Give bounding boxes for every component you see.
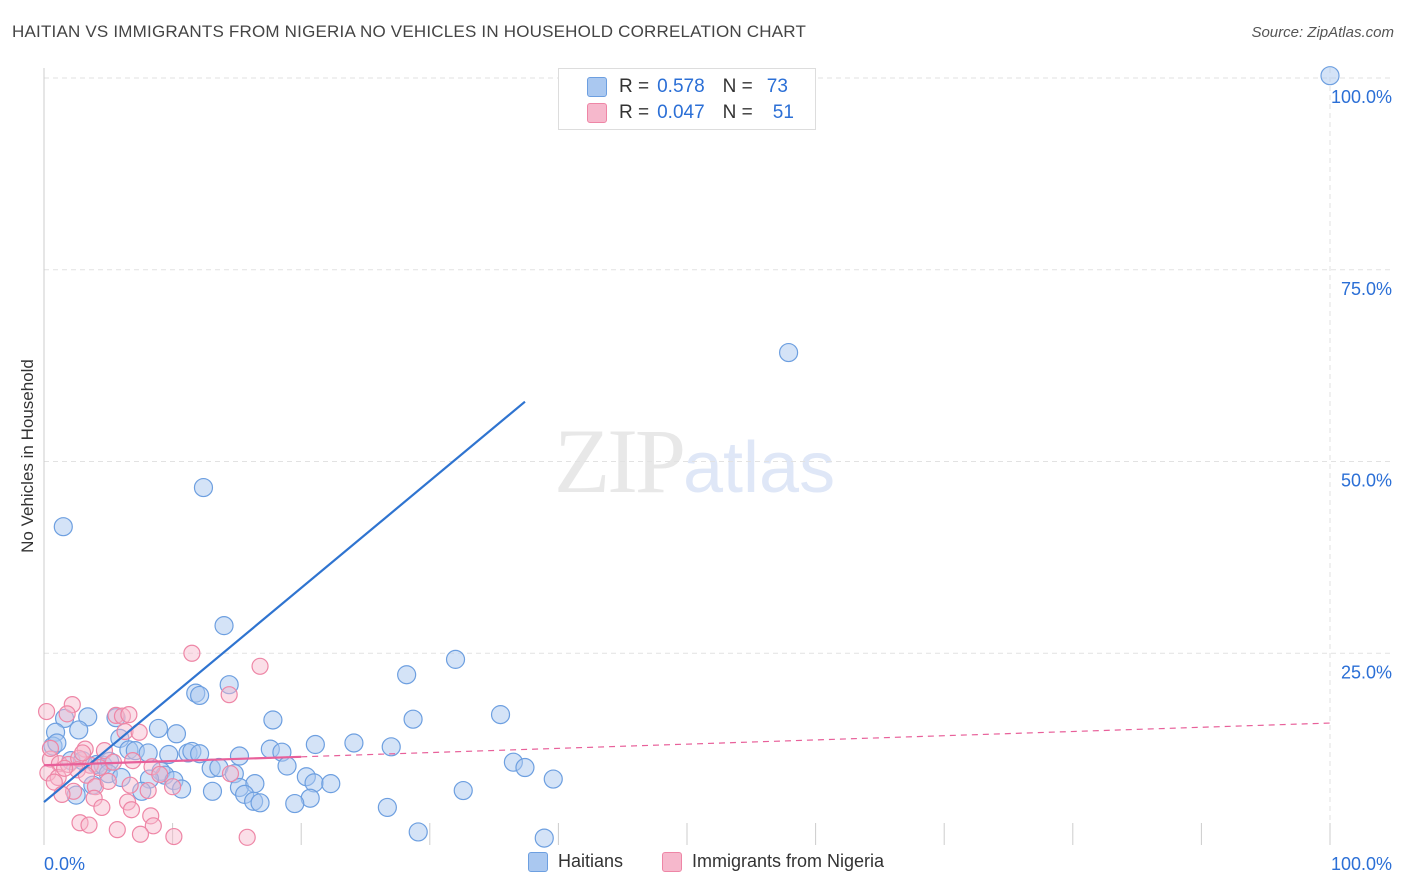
nigeria-point (108, 821, 126, 839)
nigeria-point (53, 785, 71, 803)
haitians-point (214, 616, 234, 636)
nigeria-point (131, 825, 150, 843)
haitians-point (1320, 66, 1340, 86)
nigeria-point (73, 744, 92, 762)
haitians-point (69, 720, 89, 740)
legend-r-value-nigeria: 0.047 (657, 102, 705, 123)
nigeria-point (251, 657, 269, 675)
haitians-point (202, 781, 223, 801)
legend-n-label: N = (722, 76, 753, 97)
haitians-point (219, 675, 239, 695)
haitians-point (190, 744, 210, 764)
legend-n-label: N = (722, 102, 753, 123)
haitians-point (193, 477, 214, 498)
haitians-point (78, 707, 98, 727)
watermark-atlas: atlas (683, 428, 836, 508)
haitians-point (397, 665, 417, 685)
x-tick-label: 100.0% (1331, 854, 1392, 874)
haitians-point (490, 705, 511, 725)
nigeria-point (107, 706, 125, 724)
haitians-point (408, 822, 428, 842)
legend-n-value-nigeria: 51 (772, 102, 794, 123)
legend-r-label: R = (619, 76, 650, 97)
nigeria-point (139, 781, 157, 800)
nigeria-point (55, 759, 74, 777)
haitians-point (190, 685, 210, 706)
haitians-point (263, 710, 283, 730)
bottom-legend-label-haitians: Haitians (558, 851, 624, 871)
nigeria-point (58, 705, 76, 723)
legend-r-label: R = (619, 102, 650, 123)
source-credit: Source: ZipAtlas.com (1251, 24, 1394, 41)
y-tick-label: 50.0% (1341, 471, 1392, 491)
nigeria-point (37, 702, 56, 721)
y-tick-label: 75.0% (1341, 279, 1392, 299)
nigeria-point (165, 827, 183, 846)
x-tick-label: 0.0% (44, 854, 85, 874)
nigeria-point (68, 761, 87, 779)
y-tick-label: 25.0% (1341, 662, 1392, 682)
nigeria-swatch (662, 851, 682, 872)
nigeria-point (45, 773, 63, 791)
legend-n-value-haitians: 73 (766, 76, 788, 97)
nigeria-point (99, 772, 117, 790)
nigeria-point (142, 807, 160, 825)
nigeria-swatch (587, 103, 607, 123)
stats-legend: R = 0.578 N = 73 R = 0.047 N = 51 (558, 68, 816, 130)
haitians-point (166, 724, 187, 744)
nigeria-point (63, 696, 81, 714)
haitians-point (277, 756, 297, 776)
haitians-point (403, 709, 423, 729)
nigeria-point (144, 817, 162, 835)
haitians-point (53, 517, 73, 537)
haitians-point (534, 828, 554, 848)
nigeria-trend-line (43, 755, 302, 767)
haitians-point (229, 746, 250, 766)
nigeria-point (121, 776, 139, 794)
bottom-legend-haitians: Haitians (528, 851, 623, 872)
haitians-point (132, 781, 152, 801)
bottom-legend-nigeria: Immigrants from Nigeria (662, 851, 884, 872)
haitians-swatch (528, 851, 548, 872)
haitians-point (515, 757, 535, 778)
haitians-point (543, 769, 563, 789)
nigeria-point (221, 765, 240, 783)
legend-r-value-haitians: 0.578 (657, 76, 705, 97)
nigeria-point (238, 828, 256, 846)
haitians-point (305, 734, 325, 755)
legend-row-haitians: R = 0.578 N = 73 (587, 74, 788, 100)
nigeria-point (151, 765, 169, 784)
haitians-swatch (587, 77, 607, 97)
haitians-trend-line (43, 400, 526, 803)
haitians-point (778, 342, 799, 363)
nigeria-point (41, 739, 60, 757)
haitians-point (445, 649, 466, 669)
nigeria-point (80, 816, 98, 834)
haitians-point (381, 737, 401, 757)
haitians-point (250, 793, 270, 813)
nigeria-point (124, 752, 142, 770)
chart-title: HAITIAN VS IMMIGRANTS FROM NIGERIA NO VE… (12, 22, 807, 41)
nigeria-point (183, 644, 201, 662)
legend-row-nigeria: R = 0.047 N = 51 (587, 100, 794, 126)
nigeria-point (122, 801, 141, 819)
nigeria-point (93, 798, 111, 817)
bottom-legend-label-nigeria: Immigrants from Nigeria (692, 851, 885, 871)
haitians-point (453, 780, 473, 801)
haitians-point (285, 793, 305, 814)
haitians-point (159, 744, 179, 765)
haitians-point (321, 774, 341, 794)
nigeria-point (116, 722, 134, 741)
haitians-point (377, 797, 397, 818)
y-axis-label: No Vehicles in Household (18, 359, 37, 553)
nigeria-point (220, 686, 238, 704)
haitians-point (148, 718, 169, 739)
nigeria-point (164, 778, 182, 796)
y-tick-label: 100.0% (1331, 87, 1392, 107)
nigeria-point (120, 706, 138, 724)
nigeria-trend-extension (301, 722, 1331, 758)
haitians-point (344, 733, 364, 753)
